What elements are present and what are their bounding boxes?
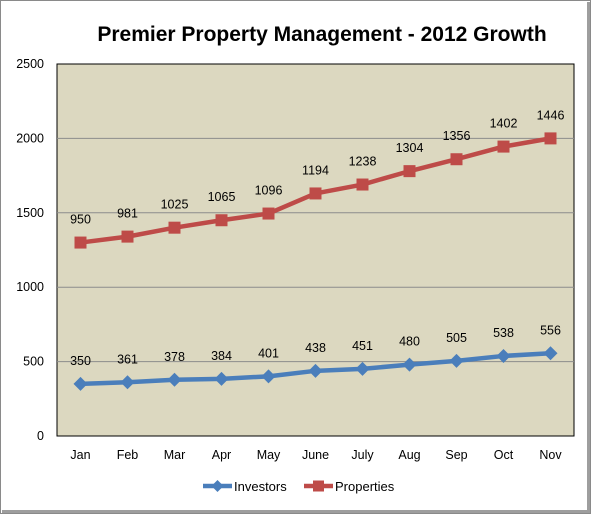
data-labels: 350 361 378 384 401 438 451 480 505 538 556 950 981 1… (70, 108, 564, 368)
data-label: 384 (211, 349, 232, 363)
point-marker (308, 363, 323, 378)
x-tick-label: June (302, 448, 329, 462)
data-label: 1304 (396, 141, 424, 155)
point-marker (73, 376, 88, 391)
point-marker (543, 346, 558, 361)
point-marker (167, 372, 182, 387)
point-marker (403, 165, 416, 178)
y-tick-label: 1500 (16, 206, 44, 220)
data-label: 1238 (349, 155, 377, 169)
data-label: 981 (117, 207, 138, 221)
x-tick-label: July (351, 448, 374, 462)
data-label: 1194 (302, 163, 329, 177)
data-label: 556 (540, 323, 561, 337)
y-tick-label: 1000 (16, 280, 44, 294)
point-marker (121, 230, 134, 243)
point-marker (355, 361, 370, 376)
x-tick-label: Jan (70, 448, 90, 462)
point-marker (402, 357, 417, 372)
y-tick-label: 0 (37, 429, 44, 443)
legend-marker (211, 480, 224, 492)
series-layer (73, 132, 558, 391)
x-tick-label: Sep (445, 448, 467, 462)
point-marker (309, 187, 322, 200)
data-label: 1065 (208, 190, 236, 204)
legend-marker (313, 480, 324, 492)
data-label: 438 (305, 341, 326, 355)
point-marker (74, 236, 87, 249)
x-tick-label: Mar (164, 448, 186, 462)
point-marker (261, 369, 276, 384)
data-label: 1356 (443, 129, 471, 143)
data-label: 1446 (537, 108, 565, 122)
x-axis-ticks: Jan Feb Mar Apr May June July Aug Sep Oct Nov (70, 448, 562, 462)
legend-label: Properties (335, 479, 395, 494)
point-marker (497, 140, 510, 153)
data-label: 480 (399, 335, 420, 349)
x-tick-label: May (257, 448, 281, 462)
x-tick-label: Apr (212, 448, 231, 462)
data-label: 538 (493, 326, 514, 340)
x-tick-label: Feb (117, 448, 139, 462)
x-tick-label: Nov (539, 448, 562, 462)
point-marker (215, 214, 228, 227)
point-marker (120, 375, 135, 390)
point-marker (544, 132, 557, 145)
y-tick-label: 500 (23, 355, 44, 369)
data-label: 1402 (490, 117, 518, 131)
data-label: 505 (446, 331, 467, 345)
legend-label: Investors (234, 479, 287, 494)
y-axis-ticks: 0 500 1000 1500 2000 2500 (16, 57, 44, 443)
y-tick-label: 2500 (16, 57, 44, 71)
point-marker (356, 178, 369, 191)
x-tick-label: Oct (494, 448, 514, 462)
point-marker (168, 221, 181, 234)
data-label: 451 (352, 339, 373, 353)
data-label: 361 (117, 352, 138, 366)
data-label: 378 (164, 350, 185, 364)
gridlines (57, 137, 574, 363)
x-tick-label: Aug (398, 448, 420, 462)
data-label: 401 (258, 346, 279, 360)
point-marker (449, 353, 464, 368)
point-marker (450, 153, 463, 166)
data-label: 350 (70, 354, 91, 368)
point-marker (214, 371, 229, 386)
data-label: 950 (70, 213, 91, 227)
data-label: 1096 (255, 184, 283, 198)
point-marker (262, 207, 275, 220)
point-marker (496, 348, 511, 363)
legend: Investors Properties (203, 479, 395, 494)
chart-title: Premier Property Management - 2012 Growt… (97, 23, 546, 46)
y-tick-label: 2000 (16, 131, 44, 145)
data-label: 1025 (161, 198, 189, 212)
